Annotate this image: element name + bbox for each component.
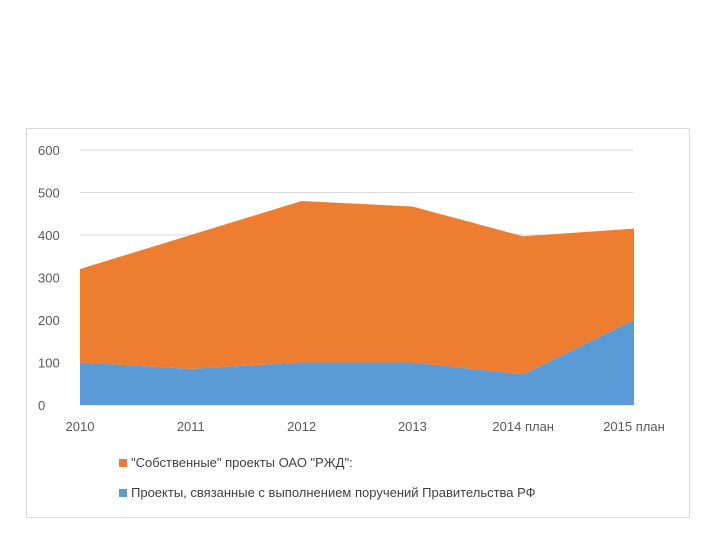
legend-item-own-projects: "Собственные" проекты ОАО "РЖД": <box>119 455 353 470</box>
y-tick-label: 500 <box>38 186 60 201</box>
y-axis-ticks: 0 100 200 300 400 500 600 <box>38 143 60 413</box>
x-axis-ticks: 2010 2011 2012 2013 2014 план 2015 план <box>66 419 665 434</box>
y-tick-label: 0 <box>38 398 45 413</box>
x-tick-label: 2010 <box>66 419 95 434</box>
y-tick-label: 300 <box>38 271 60 286</box>
legend-swatch-own-projects <box>119 458 127 467</box>
area-chart: 0 100 200 300 400 500 600 2010 2011 2012 2013 2014… <box>38 143 665 434</box>
x-tick-label: 2011 <box>177 419 205 434</box>
legend-label-government-projects: Проекты, связанные с выполнением поручен… <box>131 485 536 500</box>
area-series-1 <box>80 201 634 375</box>
x-tick-label: 2012 <box>287 419 316 434</box>
chart-frame: 0 100 200 300 400 500 600 2010 2011 2012 2013 2014… <box>26 128 690 518</box>
area-series <box>80 201 634 405</box>
y-tick-label: 400 <box>38 228 60 243</box>
x-tick-label: 2014 план <box>492 419 554 434</box>
legend-swatch-government-projects <box>119 488 127 497</box>
x-tick-label: 2013 <box>398 419 427 434</box>
y-tick-label: 100 <box>38 356 60 371</box>
y-tick-label: 600 <box>38 143 60 158</box>
y-tick-label: 200 <box>38 313 60 328</box>
x-tick-label: 2015 план <box>603 419 665 434</box>
legend-label-own-projects: "Собственные" проекты ОАО "РЖД": <box>131 455 353 470</box>
legend-item-government-projects: Проекты, связанные с выполнением поручен… <box>119 485 536 500</box>
